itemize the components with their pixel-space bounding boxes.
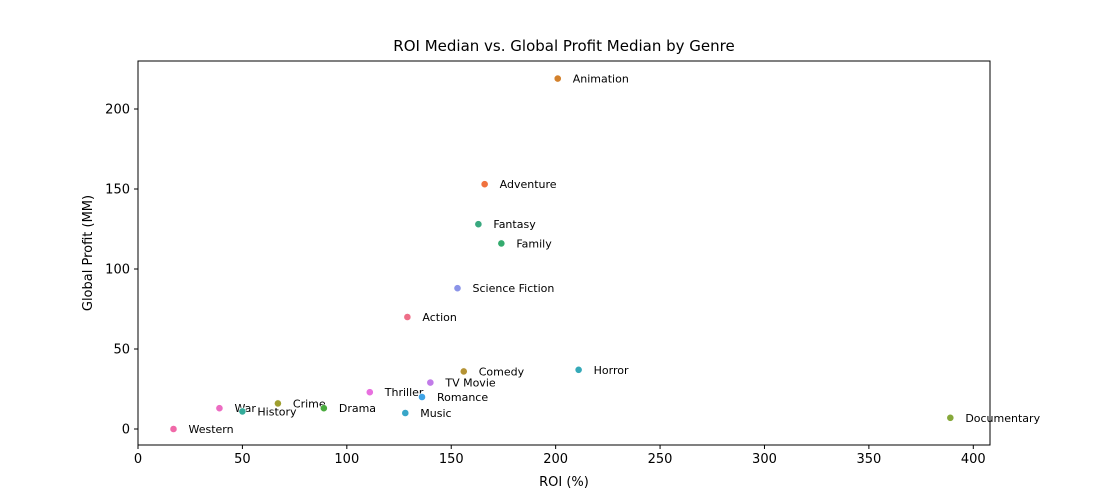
point-label: Comedy [479, 365, 525, 378]
point-label: Western [189, 423, 234, 436]
y-tick-label: 150 [105, 183, 130, 198]
point-label: Action [422, 311, 456, 324]
x-tick-label: 50 [234, 452, 251, 467]
x-tick-label: 0 [134, 452, 142, 467]
point-tv-movie [426, 378, 435, 387]
point-label: Fantasy [493, 218, 536, 231]
point-label: Adventure [500, 178, 557, 191]
y-tick-label: 200 [105, 103, 130, 118]
point-documentary [946, 413, 955, 422]
point-war [215, 404, 224, 413]
x-tick-label: 200 [543, 452, 568, 467]
point-label: Documentary [965, 412, 1040, 425]
x-tick-label: 100 [334, 452, 359, 467]
point-label: Drama [339, 402, 376, 415]
point-adventure [480, 180, 489, 189]
x-axis: 0 50 100 150 200 250 300 350 400 [134, 445, 986, 467]
point-label: Crime [293, 397, 326, 410]
point-animation [553, 74, 562, 83]
point-western [169, 425, 178, 433]
point-label: TV Movie [444, 377, 496, 390]
x-tick-label: 400 [961, 452, 986, 467]
point-label: Horror [594, 364, 629, 377]
y-axis-label: Global Profit (MM) [81, 195, 96, 311]
point-label: Science Fiction [473, 282, 555, 295]
point-music [401, 409, 410, 417]
point-label: History [257, 405, 297, 418]
y-tick-label: 100 [105, 263, 130, 278]
point-label: Music [420, 407, 451, 420]
point-science-fiction [453, 284, 462, 293]
point-history [238, 407, 247, 416]
y-axis: 0 50 100 150 200 [105, 103, 138, 438]
point-label: Romance [437, 391, 488, 404]
point-thriller [365, 388, 374, 397]
plot-area [137, 60, 991, 446]
chart-title: ROI Median vs. Global Profit Median by G… [393, 37, 734, 55]
point-horror [574, 365, 583, 374]
x-tick-label: 300 [752, 452, 777, 467]
x-tick-label: 350 [856, 452, 881, 467]
point-drama [319, 404, 328, 413]
x-axis-label: ROI (%) [539, 475, 589, 490]
x-tick-label: 150 [439, 452, 464, 467]
point-romance [418, 393, 426, 401]
point-label: Family [516, 237, 552, 250]
point-crime [274, 399, 282, 408]
point-label: Thriller [384, 386, 424, 399]
point-label: Animation [573, 73, 629, 86]
point-action [403, 313, 412, 321]
point-comedy [459, 367, 468, 376]
data-points: Animation Adventure Fantasy Family Science F… [169, 73, 1041, 436]
point-family [497, 239, 506, 248]
y-tick-label: 50 [113, 343, 130, 358]
y-tick-label: 0 [122, 423, 130, 438]
point-fantasy [474, 220, 483, 229]
x-tick-label: 250 [648, 452, 673, 467]
